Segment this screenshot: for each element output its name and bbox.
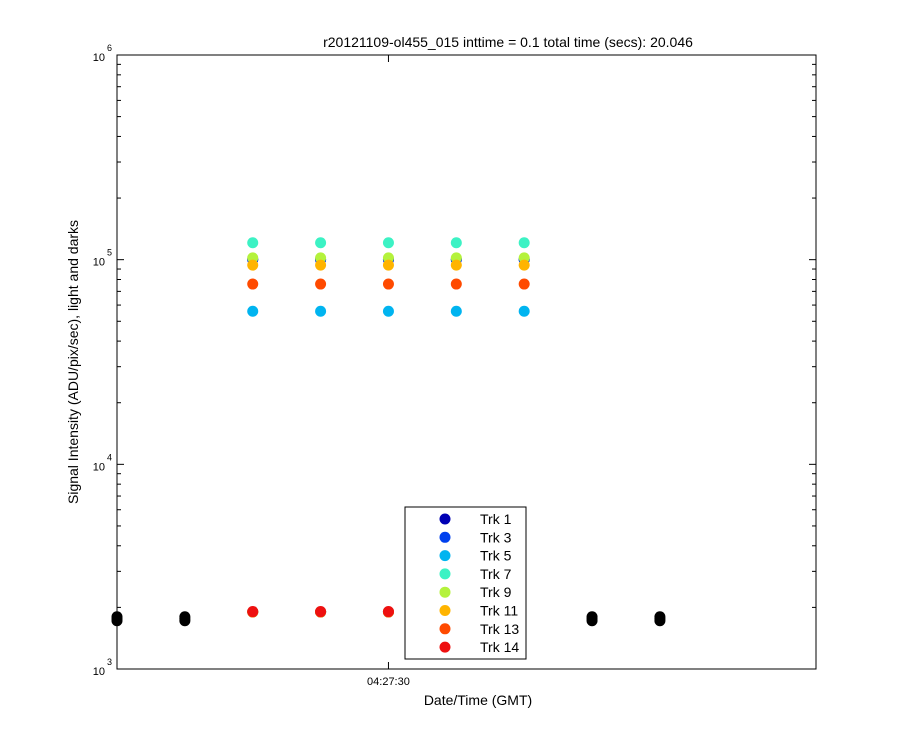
point-trk-5 [518,305,530,317]
y-tick-exponent: 5 [107,248,112,258]
point-trk-13 [247,278,259,290]
point-trk-13 [315,278,327,290]
y-tick-exponent: 4 [107,452,112,462]
legend-label: Trk 1 [480,511,512,527]
dark-frame-point [654,611,666,623]
point-trk-7 [518,237,530,249]
point-trk-5 [382,305,394,317]
y-axis-label: Signal Intensity (ADU/pix/sec), light an… [65,220,81,504]
legend-box [404,506,527,660]
x-tick-label: 04:27:30 [367,676,410,688]
dark-point-trk-14 [247,605,259,617]
point-trk-13 [382,278,394,290]
point-trk-7 [450,237,462,249]
legend-label: Trk 3 [480,529,512,545]
dark-frame-point [111,611,123,623]
y-tick-label: 10 [93,52,105,64]
point-trk-5 [247,305,259,317]
point-trk-7 [247,237,259,249]
legend-marker [439,568,451,580]
dark-frame-point [586,611,598,623]
legend-label: Trk 9 [480,584,512,600]
y-tick-label: 10 [93,461,105,473]
dark-point-trk-14 [315,605,327,617]
point-trk-11 [315,259,327,271]
point-trk-5 [450,305,462,317]
dark-frame-point [179,611,191,623]
point-trk-11 [382,259,394,271]
point-trk-13 [450,278,462,290]
legend: Trk 1 Trk 3 Trk 5 Trk 7 Trk 9 Trk 11 Trk 13 Trk… [404,506,527,660]
chart-title: r20121109-ol455_015 inttime = 0.1 total … [323,34,693,50]
y-tick-label: 10 [93,666,105,678]
y-tick-label: 10 [93,257,105,269]
point-trk-7 [315,237,327,249]
legend-marker [439,531,451,543]
legend-marker [439,513,451,525]
legend-label: Trk 13 [480,621,519,637]
point-trk-11 [518,259,530,271]
point-trk-13 [518,278,530,290]
point-trk-11 [247,259,259,271]
legend-label: Trk 14 [480,639,519,655]
legend-marker [439,641,451,653]
y-tick-exponent: 6 [107,43,112,53]
legend-label: Trk 5 [480,548,512,564]
y-tick-exponent: 3 [107,657,112,667]
point-trk-11 [450,259,462,271]
legend-marker [439,605,451,616]
x-axis-label: Date/Time (GMT) [424,692,532,708]
legend-marker [439,623,451,635]
legend-label: Trk 11 [480,603,518,619]
data-points [111,237,666,627]
legend-label: Trk 7 [480,566,512,582]
dark-point-trk-14 [382,605,394,617]
point-trk-7 [382,237,394,249]
point-trk-5 [315,305,327,317]
legend-marker [439,586,451,598]
legend-marker [439,550,451,562]
